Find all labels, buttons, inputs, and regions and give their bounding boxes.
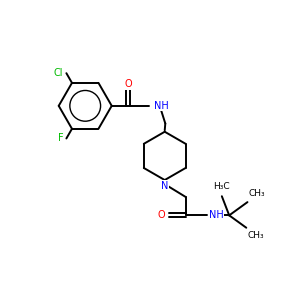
Text: O: O: [157, 210, 165, 220]
Text: CH₃: CH₃: [248, 231, 264, 240]
Text: H₃C: H₃C: [214, 182, 230, 191]
Text: O: O: [124, 79, 132, 89]
Text: NH: NH: [208, 210, 223, 220]
Text: Cl: Cl: [53, 68, 63, 78]
Text: N: N: [161, 181, 168, 190]
Text: NH: NH: [154, 101, 169, 111]
Text: F: F: [58, 134, 63, 143]
Text: CH₃: CH₃: [249, 189, 266, 198]
